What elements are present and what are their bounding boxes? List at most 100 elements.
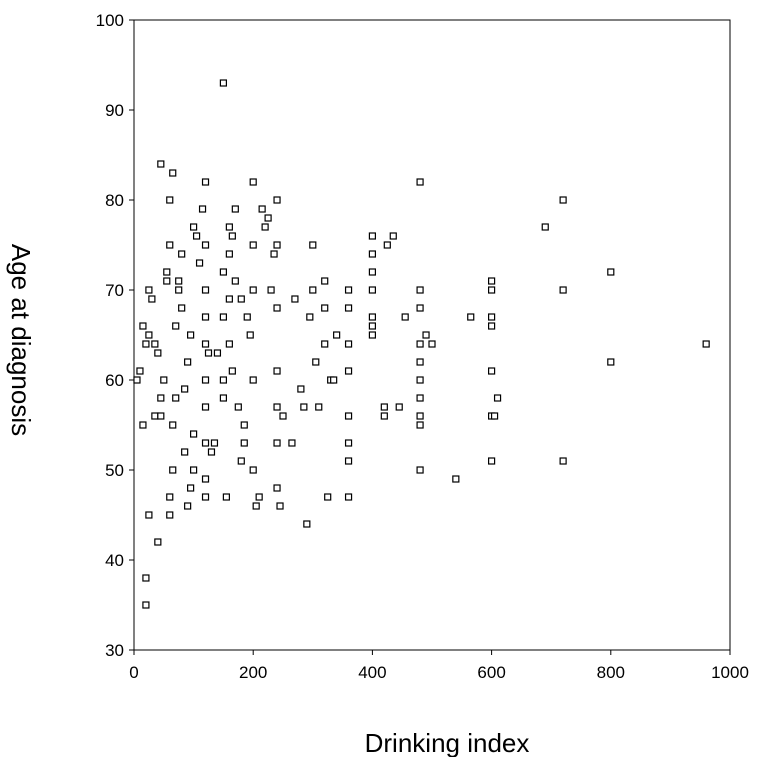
x-tick-label: 400 xyxy=(358,663,386,682)
data-point xyxy=(488,457,496,465)
y-tick-label: 30 xyxy=(105,641,124,660)
data-point xyxy=(169,466,177,474)
data-point xyxy=(157,412,165,420)
data-point xyxy=(133,376,141,384)
x-tick-label: 200 xyxy=(239,663,267,682)
data-point xyxy=(416,178,424,186)
data-point xyxy=(190,223,198,231)
data-point xyxy=(422,331,430,339)
y-axis-title: Age at diagnosis xyxy=(6,244,36,436)
data-point xyxy=(273,196,281,204)
data-point xyxy=(309,286,317,294)
data-point xyxy=(228,367,236,375)
data-point xyxy=(219,268,227,276)
data-point xyxy=(321,304,329,312)
data-point xyxy=(303,520,311,528)
y-tick-label: 100 xyxy=(96,11,124,30)
y-tick-label: 60 xyxy=(105,371,124,390)
data-point xyxy=(151,412,159,420)
data-point xyxy=(178,250,186,258)
data-point xyxy=(273,367,281,375)
data-point xyxy=(249,466,257,474)
data-point xyxy=(190,430,198,438)
data-point xyxy=(228,232,236,240)
y-tick-label: 70 xyxy=(105,281,124,300)
data-point xyxy=(368,322,376,330)
data-point xyxy=(201,493,210,501)
plot-area xyxy=(133,19,731,651)
data-point xyxy=(273,403,281,411)
data-point xyxy=(249,286,257,294)
data-point xyxy=(321,340,329,348)
data-point xyxy=(306,313,314,321)
data-point xyxy=(201,403,210,411)
data-point xyxy=(416,421,424,429)
data-point xyxy=(225,295,233,303)
data-point xyxy=(249,376,257,384)
data-point xyxy=(252,502,260,510)
data-point xyxy=(175,286,183,294)
data-point xyxy=(237,457,245,465)
data-point xyxy=(380,403,388,411)
data-point xyxy=(344,457,353,465)
data-point xyxy=(490,412,499,420)
data-point xyxy=(383,241,391,249)
data-point xyxy=(488,367,496,375)
data-point xyxy=(267,286,275,294)
data-point xyxy=(178,304,186,312)
data-point xyxy=(273,484,281,492)
data-point xyxy=(148,295,156,303)
data-point xyxy=(291,295,299,303)
data-point xyxy=(169,421,177,429)
data-point xyxy=(237,295,245,303)
data-point xyxy=(187,331,195,339)
data-point xyxy=(207,448,216,456)
data-point xyxy=(488,313,496,321)
data-point xyxy=(607,268,615,276)
data-point xyxy=(231,205,239,213)
data-point xyxy=(344,340,353,348)
data-point xyxy=(136,367,144,375)
data-point xyxy=(416,466,424,474)
data-point xyxy=(210,439,219,447)
data-point xyxy=(145,511,153,519)
data-point xyxy=(154,349,162,357)
y-tick-label: 80 xyxy=(105,191,124,210)
data-point xyxy=(541,223,549,231)
data-point xyxy=(225,250,233,258)
data-point xyxy=(201,241,210,249)
data-point xyxy=(201,376,210,384)
data-point xyxy=(309,241,317,249)
data-point xyxy=(201,475,210,483)
data-point xyxy=(169,169,177,177)
data-point xyxy=(192,232,201,240)
data-point xyxy=(559,457,567,465)
data-point xyxy=(416,412,424,420)
data-point xyxy=(163,268,171,276)
x-axis-title: Drinking index xyxy=(365,728,530,757)
data-point xyxy=(219,376,227,384)
data-point xyxy=(467,313,475,321)
data-point xyxy=(219,394,227,402)
data-point xyxy=(416,394,424,402)
data-point xyxy=(288,439,296,447)
data-point xyxy=(368,250,376,258)
data-point xyxy=(395,403,403,411)
data-point xyxy=(324,493,332,501)
data-point xyxy=(246,331,254,339)
data-point xyxy=(198,205,207,213)
data-point xyxy=(368,286,376,294)
data-point xyxy=(225,340,233,348)
data-point xyxy=(225,223,233,231)
data-point xyxy=(273,439,281,447)
data-point xyxy=(145,331,153,339)
data-point xyxy=(380,412,388,420)
x-tick-label: 800 xyxy=(597,663,625,682)
data-point xyxy=(234,403,242,411)
data-point xyxy=(270,250,278,258)
data-point xyxy=(488,277,496,285)
data-point xyxy=(416,340,424,348)
x-tick-label: 0 xyxy=(129,663,138,682)
data-point xyxy=(201,178,210,186)
data-point xyxy=(344,304,353,312)
